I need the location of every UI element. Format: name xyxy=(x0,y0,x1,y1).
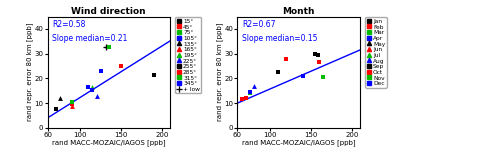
Legend: Jan, Feb, Mar, Apr, May, Jun, Jul, Aug, Sep, Oct, Nov, Dec: Jan, Feb, Mar, Apr, May, Jun, Jul, Aug, … xyxy=(366,17,386,88)
Title: Wind direction: Wind direction xyxy=(72,7,146,16)
Text: Slope median=0.21: Slope median=0.21 xyxy=(52,34,128,43)
X-axis label: rand MACC-MOZAIC/IAGOS [ppb]: rand MACC-MOZAIC/IAGOS [ppb] xyxy=(242,139,356,146)
Y-axis label: rand repr. error 80 km [ppb]: rand repr. error 80 km [ppb] xyxy=(26,23,33,122)
Y-axis label: rand repr. error 80 km [ppb]: rand repr. error 80 km [ppb] xyxy=(216,23,223,122)
Legend: 15°, 45°, 75°, 105°, 135°, 165°, 195°, 225°, 255°, 285°, 315°, 345°, + low: 15°, 45°, 75°, 105°, 135°, 165°, 195°, 2… xyxy=(176,17,202,93)
Text: R2=0.67: R2=0.67 xyxy=(242,20,276,29)
X-axis label: rand MACC-MOZAIC/IAGOS [ppb]: rand MACC-MOZAIC/IAGOS [ppb] xyxy=(52,139,166,146)
Text: R2=0.58: R2=0.58 xyxy=(52,20,86,29)
Title: Month: Month xyxy=(282,7,315,16)
Text: Slope median=0.15: Slope median=0.15 xyxy=(242,34,318,43)
